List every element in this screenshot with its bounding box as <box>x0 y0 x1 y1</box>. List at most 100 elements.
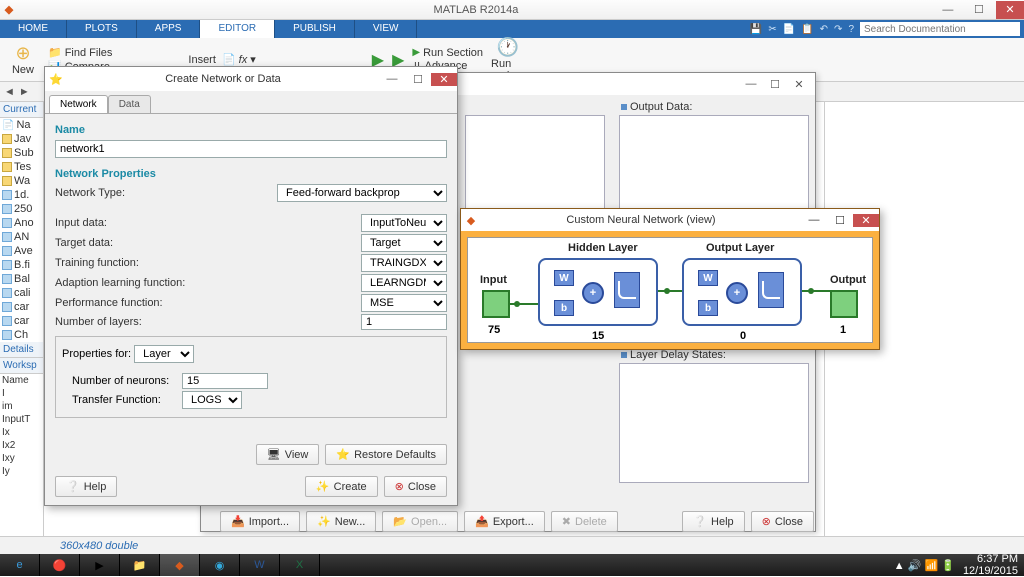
adaptfn-select[interactable]: LEARNGDM <box>361 274 447 292</box>
numlayers-label: Number of layers: <box>55 316 361 328</box>
transferfn-select[interactable]: LOGSIG <box>182 391 242 409</box>
new-button[interactable]: ⊕New <box>6 43 40 76</box>
help-icon[interactable]: ? <box>848 24 854 35</box>
back-icon[interactable]: ◄ <box>4 86 15 98</box>
nnview-max-button[interactable]: ☐ <box>827 214 853 227</box>
layerdelay-label: Layer Delay States: <box>621 349 726 361</box>
word-icon[interactable]: W <box>240 554 280 576</box>
redo-icon[interactable]: ↷ <box>834 24 842 35</box>
delete-button[interactable]: ✖ Delete <box>551 511 618 532</box>
folder-item[interactable]: Wa <box>0 174 43 188</box>
create-titlebar[interactable]: ⭐ Create Network or Data — ☐ ✕ <box>45 67 457 91</box>
file-item[interactable]: 1d. <box>0 188 43 202</box>
folder-item[interactable]: Tes <box>0 160 43 174</box>
new-button[interactable]: ✨ New... <box>306 511 376 532</box>
copy-icon[interactable]: 📄 <box>783 24 795 35</box>
matlab-task-icon[interactable]: ◆ <box>160 554 200 576</box>
tab-network[interactable]: Network <box>49 95 108 113</box>
file-item[interactable]: AN <box>0 230 43 244</box>
open-button[interactable]: 📂 Open... <box>382 511 458 532</box>
perffn-select[interactable]: MSE <box>361 294 447 312</box>
ws-item[interactable]: Ix <box>0 426 43 439</box>
save-icon[interactable]: 💾 <box>750 24 762 35</box>
nnview-close-button[interactable]: ✕ <box>853 214 879 227</box>
create-help-button[interactable]: ❔ Help <box>55 476 117 497</box>
ws-item[interactable]: Iy <box>0 465 43 478</box>
create-create-button[interactable]: ✨ Create <box>305 476 378 497</box>
media-icon[interactable]: ▶ <box>80 554 120 576</box>
trainfn-select[interactable]: TRAINGDX <box>361 254 447 272</box>
create-close-button2[interactable]: ⊗ Close <box>384 476 447 497</box>
fwd-icon[interactable]: ► <box>19 86 30 98</box>
tab-view[interactable]: VIEW <box>355 20 418 38</box>
restore-button[interactable]: ⭐ Restore Defaults <box>325 444 447 465</box>
tab-apps[interactable]: APPS <box>137 20 201 38</box>
ws-item[interactable]: im <box>0 400 43 413</box>
network-name-input[interactable] <box>55 140 447 158</box>
input-box <box>482 290 510 318</box>
chrome-icon[interactable]: 🔴 <box>40 554 80 576</box>
ie-icon[interactable]: e <box>0 554 40 576</box>
search-input[interactable] <box>860 22 1020 36</box>
targetdata-label: Target data: <box>55 237 361 249</box>
numlayers-input[interactable] <box>361 314 447 330</box>
file-item[interactable]: car <box>0 300 43 314</box>
ws-item[interactable]: Ix2 <box>0 439 43 452</box>
minimize-button[interactable]: — <box>934 1 962 19</box>
numneurons-input[interactable] <box>182 373 268 389</box>
findfiles-button[interactable]: 📁 Find Files <box>48 46 112 59</box>
file-item[interactable]: Ano <box>0 216 43 230</box>
trainfn-label: Training function: <box>55 257 361 269</box>
export-button[interactable]: 📤 Export... <box>464 511 545 532</box>
app-icon[interactable]: ◉ <box>200 554 240 576</box>
nnmgr-max-button[interactable]: ☐ <box>763 78 787 91</box>
tab-editor[interactable]: EDITOR <box>200 20 275 38</box>
cut-icon[interactable]: ✂ <box>768 24 776 35</box>
tab-home[interactable]: HOME <box>0 20 67 38</box>
create-min-button[interactable]: — <box>379 73 405 85</box>
numneurons-label: Number of neurons: <box>72 375 182 387</box>
create-close-button[interactable]: ✕ <box>431 73 457 86</box>
nnmgr-help-button[interactable]: ❔ Help <box>682 511 744 532</box>
view-button[interactable]: 🖥 View <box>256 444 320 465</box>
tab-plots[interactable]: PLOTS <box>67 20 137 38</box>
file-item[interactable]: cali <box>0 286 43 300</box>
nnview-titlebar[interactable]: ◆ Custom Neural Network (view) — ☐ ✕ <box>461 209 879 231</box>
nnmgr-close-button[interactable]: ✕ <box>787 78 811 91</box>
paste-icon[interactable]: 📋 <box>801 24 813 35</box>
undo-icon[interactable]: ↶ <box>820 24 828 35</box>
import-button[interactable]: 📥 Import... <box>220 511 300 532</box>
excel-icon[interactable]: X <box>280 554 320 576</box>
tab-publish[interactable]: PUBLISH <box>275 20 355 38</box>
folder-item[interactable]: Sub <box>0 146 43 160</box>
nnmgr-min-button[interactable]: — <box>739 78 763 90</box>
file-item[interactable]: Ch <box>0 328 43 342</box>
nettype-select[interactable]: Feed-forward backprop <box>277 184 447 202</box>
file-item[interactable]: Ave <box>0 244 43 258</box>
nnmgr-close-button2[interactable]: ⊗ Close <box>751 511 814 532</box>
ws-item[interactable]: I <box>0 387 43 400</box>
tab-data[interactable]: Data <box>108 95 151 113</box>
output-size: 0 <box>740 330 746 342</box>
file-item[interactable]: B.fi <box>0 258 43 272</box>
layerdelay-list[interactable] <box>619 363 809 483</box>
runsection-button[interactable]: ▶ Run Section <box>412 47 483 59</box>
explorer-icon[interactable]: 📁 <box>120 554 160 576</box>
propsfor-select[interactable]: Layer 1 <box>134 345 194 363</box>
props-section-label: Network Properties <box>55 168 447 180</box>
maximize-button[interactable]: ☐ <box>965 1 993 19</box>
file-item[interactable]: Bal <box>0 272 43 286</box>
targetdata-select[interactable]: Target <box>361 234 447 252</box>
file-icon <box>2 330 12 340</box>
file-item[interactable]: 250 <box>0 202 43 216</box>
inputdata-select[interactable]: InputToNeural <box>361 214 447 232</box>
ws-item[interactable]: InputT <box>0 413 43 426</box>
file-item[interactable]: car <box>0 314 43 328</box>
close-button[interactable]: ✕ <box>996 1 1024 19</box>
ws-item[interactable]: Ixy <box>0 452 43 465</box>
w-block-2: W <box>698 270 718 286</box>
create-max-button[interactable]: ☐ <box>405 73 431 86</box>
tray-icons[interactable]: ▲ 🔊 📶 🔋 <box>894 559 955 572</box>
folder-item[interactable]: Jav <box>0 132 43 146</box>
nnview-min-button[interactable]: — <box>801 214 827 226</box>
